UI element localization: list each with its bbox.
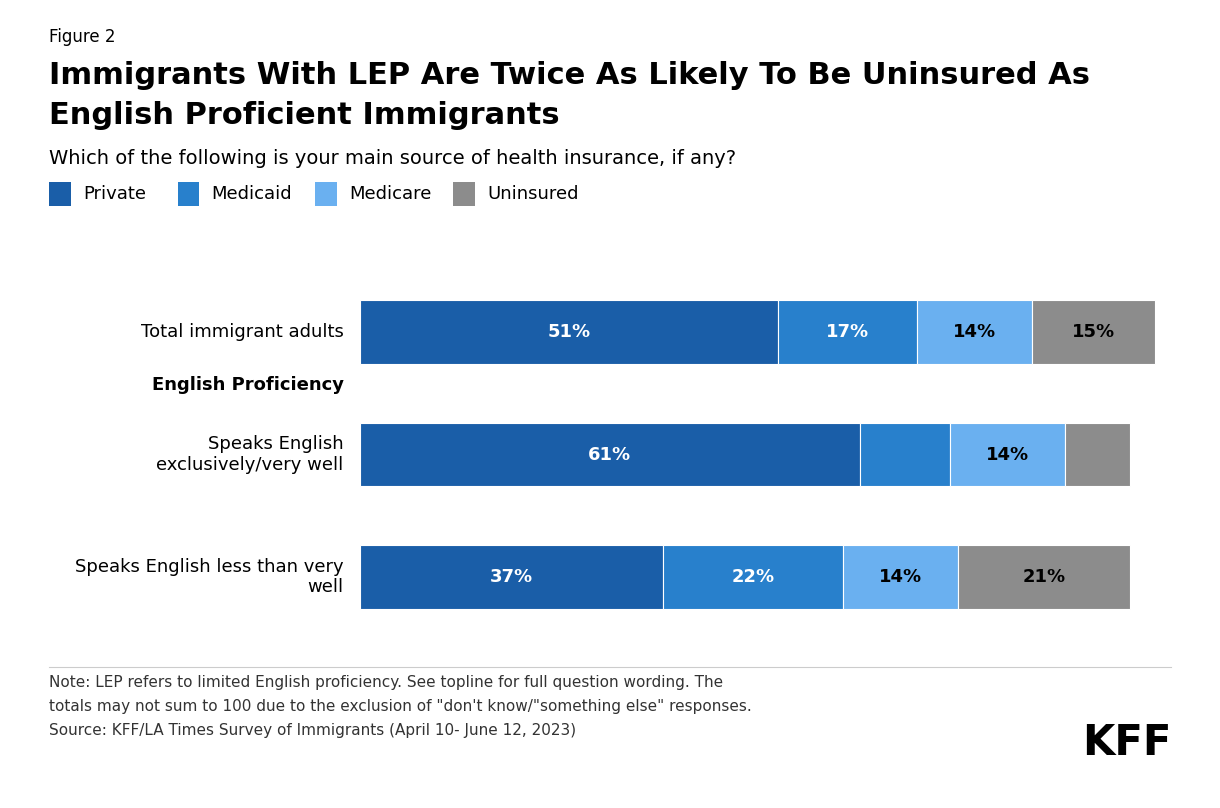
Text: Private: Private	[83, 185, 146, 203]
Text: totals may not sum to 100 due to the exclusion of "don't know/"something else" r: totals may not sum to 100 due to the exc…	[49, 699, 752, 714]
Text: Which of the following is your main source of health insurance, if any?: Which of the following is your main sour…	[49, 149, 736, 169]
Text: 14%: 14%	[953, 323, 996, 341]
Text: 21%: 21%	[1022, 568, 1065, 586]
Text: Speaks English
exclusively/very well: Speaks English exclusively/very well	[156, 436, 344, 474]
Text: Immigrants With LEP Are Twice As Likely To Be Uninsured As: Immigrants With LEP Are Twice As Likely …	[49, 61, 1089, 90]
Text: 37%: 37%	[490, 568, 533, 586]
Bar	[360, 545, 664, 609]
Text: 17%: 17%	[826, 323, 869, 341]
Text: Total immigrant adults: Total immigrant adults	[140, 323, 344, 341]
Bar	[360, 301, 778, 364]
Text: Speaks English less than very
well: Speaks English less than very well	[76, 558, 344, 596]
Text: Source: KFF/LA Times Survey of Immigrants (April 10- June 12, 2023): Source: KFF/LA Times Survey of Immigrant…	[49, 723, 576, 739]
Text: 14%: 14%	[880, 568, 922, 586]
Bar	[1065, 423, 1130, 486]
Bar	[958, 545, 1130, 609]
Text: 22%: 22%	[732, 568, 775, 586]
Text: Medicaid: Medicaid	[212, 185, 293, 203]
Text: 15%: 15%	[1071, 323, 1115, 341]
Text: 61%: 61%	[588, 446, 632, 464]
Text: English Proficiency: English Proficiency	[151, 376, 344, 393]
Bar	[843, 545, 958, 609]
Text: Figure 2: Figure 2	[49, 28, 116, 46]
Bar	[860, 423, 950, 486]
Bar	[664, 545, 843, 609]
Text: 14%: 14%	[986, 446, 1028, 464]
Text: Medicare: Medicare	[349, 185, 432, 203]
Text: Uninsured: Uninsured	[487, 185, 578, 203]
Bar	[360, 423, 860, 486]
Bar	[950, 423, 1065, 486]
Bar	[778, 301, 917, 364]
Bar	[917, 301, 1032, 364]
Text: English Proficient Immigrants: English Proficient Immigrants	[49, 101, 560, 130]
Text: KFF: KFF	[1082, 722, 1171, 764]
Bar	[1032, 301, 1154, 364]
Text: 51%: 51%	[548, 323, 590, 341]
Text: Note: LEP refers to limited English proficiency. See topline for full question w: Note: LEP refers to limited English prof…	[49, 675, 723, 690]
